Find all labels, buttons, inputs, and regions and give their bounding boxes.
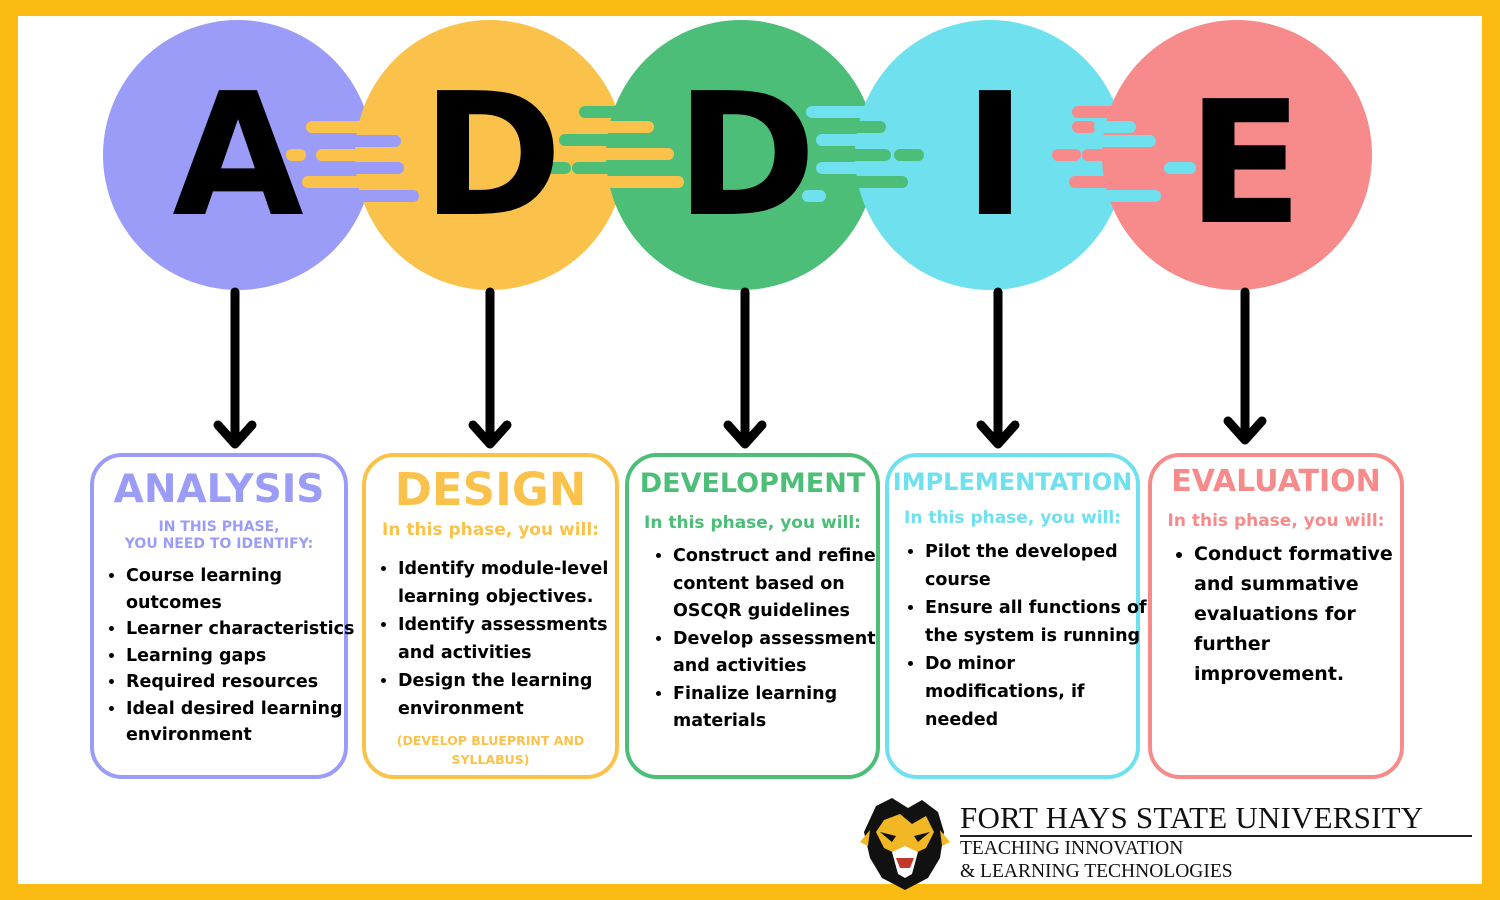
list-item: Identify module-level learning objective… xyxy=(398,555,638,611)
phase-list-development: Construct and refine content based on OS… xyxy=(651,543,901,736)
phase-list-analysis: Course learning outcomes Learner charact… xyxy=(104,563,370,749)
phase-subtitle-implementation: In this phase, you will: xyxy=(904,508,1121,528)
phase-subtitle-design: In this phase, you will: xyxy=(382,520,599,540)
phase-title-implementation: IMPLEMENTATION xyxy=(892,468,1133,496)
letter-a: A xyxy=(172,57,304,255)
list-item: Conduct formative and summative evaluati… xyxy=(1194,539,1394,689)
circle-evaluation xyxy=(1102,20,1372,290)
logo-subtitle-line2: & LEARNING TECHNOLOGIES xyxy=(960,861,1233,882)
phase-subtitle-analysis-line2: YOU NEED TO IDENTIFY: xyxy=(124,536,314,552)
phase-note-design-line2: SYLLABUS) xyxy=(451,752,530,767)
letter-d2: D xyxy=(675,57,816,255)
arrow-design xyxy=(468,287,512,449)
phase-card-implementation: IMPLEMENTATION In this phase, you will: … xyxy=(885,453,1147,779)
phase-card-development: DEVELOPMENT In this phase, you will: Con… xyxy=(625,453,880,779)
list-item: Required resources xyxy=(126,669,370,696)
letter-d1: D xyxy=(421,57,562,255)
phase-title-design: DESIGN xyxy=(394,463,587,516)
list-item: Pilot the developed course xyxy=(925,538,1149,594)
list-item: Learner characteristics xyxy=(126,616,370,643)
phase-subtitle-analysis-line1: IN THIS PHASE, xyxy=(158,519,280,535)
phase-list-evaluation: Conduct formative and summative evaluati… xyxy=(1172,539,1394,689)
arrow-evaluation xyxy=(1223,287,1267,445)
arrows xyxy=(213,287,1267,449)
list-item: Design the learning environment xyxy=(398,667,638,723)
list-item: Do minor modifications, if needed xyxy=(925,650,1149,734)
phase-card-analysis: ANALYSIS IN THIS PHASE, YOU NEED TO IDEN… xyxy=(90,453,354,779)
list-item: Construct and refine content based on OS… xyxy=(673,543,901,626)
list-item: Develop assessment and activities xyxy=(673,626,901,681)
circle-implementation xyxy=(855,20,1125,290)
list-item: Identify assessments and activities xyxy=(398,611,638,667)
arrow-implementation xyxy=(976,287,1020,449)
logo-title: FORT HAYS STATE UNIVERSITY xyxy=(960,800,1424,835)
phase-list-implementation: Pilot the developed course Ensure all fu… xyxy=(903,538,1149,734)
list-item: Ideal desired learning environment xyxy=(126,696,370,749)
phase-card-evaluation: EVALUATION In this phase, you will: Cond… xyxy=(1148,453,1404,779)
arrow-development xyxy=(723,287,767,449)
circle-analysis xyxy=(103,20,373,290)
speed-lines-analysis xyxy=(286,121,424,202)
phase-note-design-line1: (DEVELOP BLUEPRINT AND xyxy=(396,733,585,748)
phase-card-design: DESIGN In this phase, you will: Identify… xyxy=(362,453,619,779)
list-item: Learning gaps xyxy=(126,643,370,670)
speed-lines-development xyxy=(802,106,924,202)
phase-title-evaluation: EVALUATION xyxy=(1171,464,1381,499)
phase-title-development: DEVELOPMENT xyxy=(639,468,866,499)
list-item: Course learning outcomes xyxy=(126,563,370,616)
letter-e: E xyxy=(1187,65,1303,263)
circle-development xyxy=(606,20,876,290)
tiger-head-icon xyxy=(860,798,950,890)
speed-lines-implementation xyxy=(1052,106,1196,202)
phase-subtitle-development: In this phase, you will: xyxy=(644,513,861,533)
phase-list-design: Identify module-level learning objective… xyxy=(376,555,638,723)
list-item: Ensure all functions of the system is ru… xyxy=(925,594,1149,650)
phase-subtitle-evaluation: In this phase, you will: xyxy=(1167,511,1385,531)
letter-i: I xyxy=(963,57,1026,255)
speed-lines-design xyxy=(527,106,684,188)
logo-divider xyxy=(960,835,1472,837)
list-item: Finalize learning materials xyxy=(673,681,901,736)
logo-subtitle-line1: TEACHING INNOVATION xyxy=(960,838,1184,859)
circle-design xyxy=(355,20,625,290)
arrow-analysis xyxy=(213,287,257,449)
phase-title-analysis: ANALYSIS xyxy=(113,467,325,512)
